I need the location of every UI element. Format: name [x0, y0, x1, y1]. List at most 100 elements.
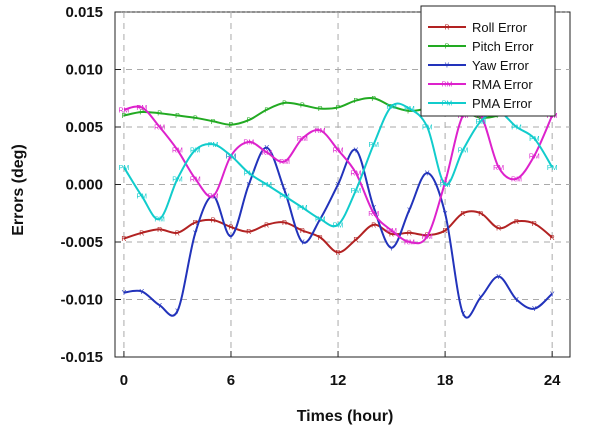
data-point-marker: Y	[300, 240, 305, 247]
series-line	[123, 210, 553, 254]
data-point-marker: RM	[350, 171, 361, 178]
legend-label: Yaw Error	[472, 58, 529, 73]
data-point-marker: Y	[193, 230, 198, 237]
x-tick-label: 12	[330, 372, 347, 389]
data-point-marker: RM	[172, 148, 183, 155]
data-point-marker: RM	[297, 136, 308, 143]
data-point-marker: PM	[279, 194, 290, 201]
data-point-marker: PM	[190, 148, 201, 155]
data-point-marker: PM	[137, 194, 148, 201]
data-point-marker: Y	[371, 205, 376, 212]
data-point-marker: R	[514, 219, 519, 226]
data-point-marker: R	[193, 220, 198, 227]
legend-marker: P	[445, 44, 450, 51]
legend-box	[420, 5, 556, 117]
data-point-marker: PM	[333, 222, 344, 229]
series-line	[123, 146, 553, 319]
y-axis-ticks: -0.015 -0.010 -0.005 0.000 0.005 0.010 0.015	[60, 4, 121, 366]
data-point-marker: R	[532, 221, 537, 228]
legend-label: RMA Error	[472, 77, 533, 92]
data-point-marker: Y	[282, 188, 287, 195]
x-tick-label: 18	[437, 372, 454, 389]
data-point-marker: Y	[122, 290, 127, 297]
data-point-marker: P	[122, 113, 127, 120]
data-point-marker: R	[318, 235, 323, 242]
legend-marker: PM	[442, 101, 453, 108]
data-point-marker: PM	[154, 217, 165, 224]
legend-item: P Pitch Error	[428, 39, 534, 54]
x-axis-label: Times (hour)	[297, 408, 394, 425]
data-point-marker: Y	[229, 234, 234, 241]
legend-marker: Y	[445, 63, 450, 70]
data-point-marker: R	[460, 211, 465, 218]
data-point-marker: Y	[175, 309, 180, 316]
data-point-marker: PM	[226, 153, 237, 160]
data-point-marker: RM	[511, 176, 522, 183]
data-point-marker: R	[175, 230, 180, 237]
data-point-marker: RM	[386, 228, 397, 235]
data-point-marker: Y	[157, 303, 162, 310]
data-point-marker: PM	[404, 106, 415, 113]
data-point-marker: PM	[368, 142, 379, 149]
data-point-marker: PM	[529, 136, 540, 143]
series-line	[123, 102, 554, 228]
data-point-marker: R	[336, 250, 341, 257]
data-point-marker: PM	[244, 171, 255, 178]
data-point-marker: P	[157, 111, 162, 118]
data-point-marker: Y	[407, 207, 412, 214]
data-point-marker: PM	[208, 142, 219, 149]
data-point-marker: PM	[422, 125, 433, 132]
data-point-marker: R	[228, 225, 233, 232]
data-point-marker: Y	[461, 311, 466, 318]
data-point-marker: P	[264, 107, 269, 114]
data-point-marker: RM	[440, 180, 451, 187]
legend-label: PMA Error	[472, 96, 533, 111]
data-point-marker: R	[211, 218, 216, 225]
data-point-marker: PM	[297, 205, 308, 212]
data-point-marker: P	[354, 98, 359, 105]
data-point-marker: RM	[154, 125, 165, 132]
y-axis-label: Errors (deg)	[10, 144, 27, 236]
data-point-marker: PM	[119, 165, 130, 172]
data-point-marker: P	[318, 106, 323, 113]
data-point-marker: PM	[172, 176, 183, 183]
data-point-marker: PM	[547, 165, 558, 172]
data-point-marker: R	[246, 229, 251, 236]
y-tick-label: 0.000	[65, 177, 103, 194]
data-point-marker: RM	[190, 176, 201, 183]
legend-label: Roll Error	[472, 20, 528, 35]
data-point-marker: PM	[476, 119, 487, 126]
data-point-marker: R	[407, 230, 412, 237]
legend-label: Pitch Error	[472, 39, 534, 54]
legend-marker: R	[444, 25, 449, 32]
data-point-marker: Y	[139, 289, 144, 296]
series-pma-error: PM PM PM PM PM PM PM PM PM PM PM PM PM PM PM PM PM PM PM PM…	[119, 102, 558, 229]
legend-item: R Roll Error	[428, 20, 528, 35]
data-point-marker: Y	[443, 211, 448, 218]
data-point-marker: R	[389, 231, 394, 238]
data-point-marker: P	[407, 108, 412, 115]
data-point-marker: P	[336, 105, 341, 112]
data-point-marker: Y	[478, 295, 483, 302]
data-point-marker: Y	[532, 306, 537, 313]
data-point-marker: Y	[550, 291, 555, 298]
data-point-marker: Y	[389, 245, 394, 252]
y-tick-label: 0.010	[65, 62, 103, 79]
data-point-marker: RM	[118, 107, 129, 114]
data-point-marker: Y	[264, 145, 269, 152]
data-point-marker: R	[157, 227, 162, 234]
data-point-marker: PM	[458, 148, 469, 155]
data-point-marker: RM	[136, 105, 147, 112]
data-point-marker: P	[300, 103, 305, 110]
data-point-marker: P	[371, 96, 376, 103]
data-point-marker: R	[282, 220, 287, 227]
legend-item: PM PMA Error	[428, 96, 533, 111]
data-point-marker: RM	[243, 139, 254, 146]
data-point-marker: R	[550, 235, 555, 242]
x-tick-label: 0	[120, 372, 128, 389]
data-point-marker: RM	[404, 240, 415, 247]
data-point-marker: RM	[493, 165, 504, 172]
legend-marker: RM	[442, 82, 453, 89]
legend: R Roll Error P Pitch Error Y Yaw Error RM RMA E…	[420, 5, 556, 117]
